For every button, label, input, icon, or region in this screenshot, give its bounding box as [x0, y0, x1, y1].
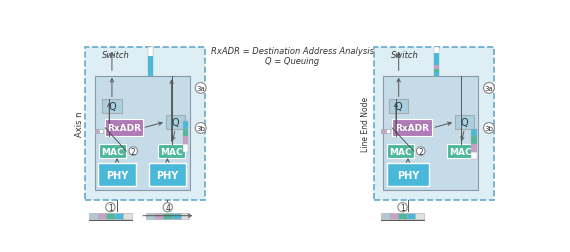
Bar — [471, 137, 477, 144]
Bar — [183, 121, 188, 129]
Text: RxADR: RxADR — [107, 124, 141, 133]
Bar — [392, 120, 433, 137]
Circle shape — [163, 203, 172, 212]
Bar — [181, 213, 189, 219]
Text: PHY: PHY — [397, 170, 419, 180]
Bar — [471, 129, 477, 137]
Bar — [390, 213, 398, 219]
Bar — [373, 48, 494, 200]
Text: Q = Queuing: Q = Queuing — [265, 57, 319, 66]
Bar — [172, 213, 181, 219]
Bar — [99, 130, 103, 134]
Text: Switch: Switch — [102, 51, 130, 60]
Bar — [148, 57, 153, 77]
Bar — [389, 100, 408, 114]
Bar — [85, 48, 205, 200]
Bar — [158, 144, 185, 158]
Bar — [99, 164, 136, 187]
Text: 3b: 3b — [196, 125, 205, 131]
Bar — [99, 144, 127, 158]
Bar — [471, 152, 477, 160]
Bar — [447, 144, 474, 158]
Bar — [434, 69, 439, 73]
Text: 4: 4 — [165, 203, 170, 212]
Bar — [183, 129, 188, 137]
Bar — [386, 144, 414, 158]
Bar — [471, 144, 477, 152]
Circle shape — [129, 147, 137, 156]
Bar — [97, 213, 106, 219]
Circle shape — [483, 123, 494, 134]
Text: Switch: Switch — [390, 51, 418, 60]
Bar — [115, 213, 123, 219]
Bar — [106, 213, 115, 219]
Bar — [155, 213, 164, 219]
Bar — [148, 48, 153, 77]
Text: PHY: PHY — [156, 170, 178, 180]
Text: 1: 1 — [400, 203, 405, 212]
Text: Q: Q — [395, 102, 402, 112]
Bar — [434, 66, 439, 69]
Text: Q: Q — [172, 117, 180, 127]
Text: Axis n: Axis n — [75, 111, 83, 137]
Text: 2: 2 — [418, 147, 423, 156]
Bar — [149, 164, 186, 187]
Circle shape — [417, 147, 425, 156]
Bar — [398, 213, 407, 219]
Text: 1: 1 — [108, 203, 113, 212]
Bar — [183, 144, 188, 152]
Text: Line End Node: Line End Node — [361, 96, 370, 151]
Circle shape — [483, 83, 494, 94]
Bar — [381, 130, 385, 134]
Bar — [434, 73, 439, 77]
Text: PHY: PHY — [106, 170, 128, 180]
Text: 3b: 3b — [484, 125, 494, 131]
Text: 3a: 3a — [196, 85, 205, 91]
Bar — [123, 213, 132, 219]
Bar — [166, 115, 185, 129]
Bar — [89, 213, 97, 219]
Text: Q: Q — [108, 102, 116, 112]
Bar — [434, 54, 439, 77]
Text: 2: 2 — [131, 147, 136, 156]
Bar — [455, 115, 474, 129]
Text: MAC: MAC — [389, 147, 412, 156]
Bar — [407, 213, 416, 219]
Bar — [164, 213, 172, 219]
Bar — [95, 130, 99, 134]
Text: MAC: MAC — [101, 147, 124, 156]
Bar — [386, 164, 429, 187]
Text: RxADR = Destination Address Analysis: RxADR = Destination Address Analysis — [211, 47, 373, 56]
Circle shape — [196, 83, 206, 94]
Text: RxADR: RxADR — [395, 124, 429, 133]
Text: MAC: MAC — [160, 147, 183, 156]
Circle shape — [196, 123, 206, 134]
Bar — [381, 213, 390, 219]
Circle shape — [398, 203, 407, 212]
Text: 3a: 3a — [484, 85, 494, 91]
Bar — [416, 213, 424, 219]
Bar — [105, 120, 142, 137]
Bar — [102, 100, 121, 114]
Bar — [386, 130, 390, 134]
Circle shape — [106, 203, 115, 212]
Bar — [146, 213, 155, 219]
Bar — [434, 48, 439, 77]
Bar — [183, 137, 188, 144]
Bar — [95, 77, 190, 191]
Text: Q: Q — [461, 117, 469, 127]
Bar — [383, 77, 478, 191]
Text: MAC: MAC — [449, 147, 472, 156]
